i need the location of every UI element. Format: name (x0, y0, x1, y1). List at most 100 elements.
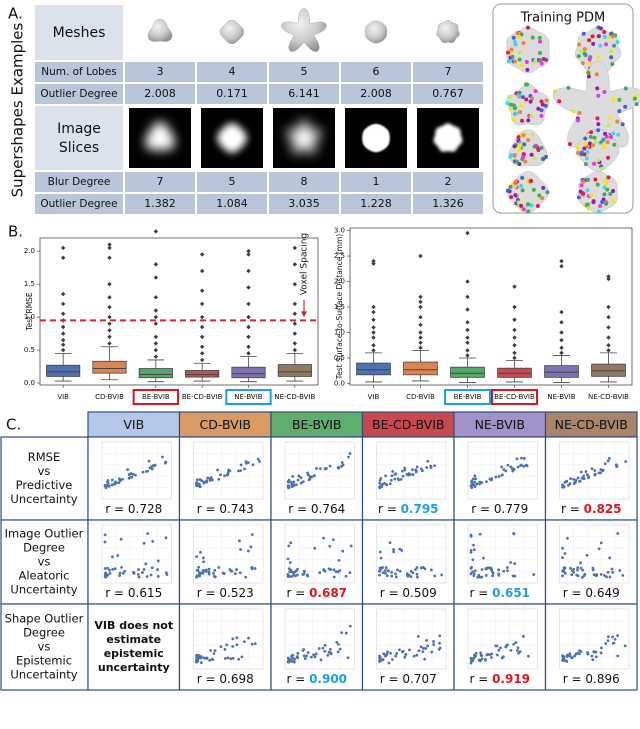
scatter-dot (582, 474, 585, 478)
correlation-value: 0.649 (585, 586, 619, 600)
scatter-dot (616, 532, 620, 535)
scatter-plot-area (284, 524, 355, 584)
scatter-dot (477, 658, 481, 662)
pdm-point (538, 51, 543, 56)
scatter-dot (594, 472, 597, 476)
scatter-plot-area (376, 441, 447, 500)
row-label-cell (35, 172, 123, 192)
scatter-dot (305, 654, 308, 658)
pdm-point (594, 72, 599, 77)
scatter-dot (433, 464, 436, 468)
scatter-dot (572, 570, 576, 574)
scatter-dot (422, 646, 425, 650)
box (277, 364, 312, 377)
scatter-dot (348, 624, 352, 628)
row-label: Outlier Degree (40, 88, 117, 100)
pdm-point (545, 190, 550, 195)
scatter-dot (522, 464, 526, 468)
scatter-dot (378, 550, 382, 554)
scatter-dot (286, 572, 290, 576)
outlier-value: 0.171 (216, 87, 248, 100)
scatter-dot (572, 567, 576, 571)
outlier (60, 347, 66, 353)
scatter-dot (288, 561, 292, 564)
pdm-point (526, 25, 531, 30)
outlier (418, 345, 423, 350)
scatter-dot (301, 480, 305, 484)
scatter-dot (305, 573, 309, 577)
scatter-dot (251, 463, 255, 467)
lobes-value: 5 (301, 65, 308, 78)
pdm-point (557, 99, 562, 104)
outlier (606, 348, 611, 353)
x-tick-label: CD-BVIB (406, 393, 435, 401)
outlier (153, 347, 159, 353)
pdm-point (596, 209, 601, 214)
scatter-dot (195, 555, 198, 559)
y-tick-label: 1.5 (24, 280, 35, 288)
scatter-dot (386, 650, 389, 654)
pdm-point (524, 82, 529, 87)
scatter-dot (579, 566, 583, 570)
pdm-point (533, 89, 538, 94)
scatter-dot (111, 555, 114, 559)
pdm-point (509, 153, 514, 158)
correlation-value: 0.728 (128, 502, 162, 516)
scatter-dot (513, 562, 517, 565)
outlier-value: 1.084 (216, 197, 248, 210)
scatter-dot (608, 556, 612, 560)
x-tick-label: BE-BVIB (454, 393, 482, 401)
outlier (199, 301, 205, 307)
pdm-point (589, 130, 594, 135)
scatter-dot (229, 657, 233, 661)
row-label: Aleatoric (19, 569, 70, 583)
scatter-dot (302, 654, 306, 658)
pdm-point (596, 122, 601, 127)
scatter-dot (573, 481, 576, 485)
pdm-point (508, 106, 513, 111)
scatter-dot (328, 647, 332, 651)
scatter-dot (570, 656, 574, 659)
scatter-dot (433, 574, 437, 578)
scatter-dot (594, 655, 598, 659)
pdm-point (512, 144, 517, 149)
scatter-dot (243, 467, 246, 471)
outlier (465, 279, 470, 284)
scatter-dot (472, 548, 476, 552)
correlation: r = 0.728 (105, 502, 162, 516)
scatter-dot (565, 659, 569, 663)
pdm-point (520, 95, 525, 100)
scatter-dot (586, 651, 589, 654)
pdm-point (595, 116, 600, 121)
scatter-dot (471, 570, 474, 574)
value-cell (341, 172, 411, 192)
blur-value: 2 (445, 175, 452, 188)
outlier (60, 291, 66, 297)
scatter-dot (578, 649, 581, 653)
pdm-point (539, 108, 544, 113)
scatter-dot (243, 640, 246, 644)
correlation-value: 0.615 (128, 586, 162, 600)
y-tick-label: 2.5 (334, 252, 345, 260)
scatter-dot (292, 660, 296, 664)
scatter-dot (420, 566, 423, 570)
scatter-dot (164, 460, 168, 464)
scatter-dot (378, 573, 381, 577)
outlier (60, 245, 66, 251)
value-cell (125, 84, 195, 104)
x-tick-label: BE-CD-BVIB (182, 393, 223, 401)
correlation-prefix: r = (197, 502, 220, 516)
pdm-point (507, 94, 512, 99)
scatter-dot (591, 658, 595, 662)
pdm-point (615, 119, 620, 124)
pdm-point (519, 183, 524, 188)
pdm-point (544, 98, 549, 103)
scatter-dot (611, 570, 615, 574)
scatter-dot (204, 570, 208, 573)
scatter-dot (378, 657, 382, 661)
row-label: Image (57, 121, 101, 137)
scatter-dot (110, 483, 114, 487)
scatter-dot (289, 568, 293, 572)
scatter-dot (230, 569, 234, 573)
scatter-dot (144, 562, 148, 566)
